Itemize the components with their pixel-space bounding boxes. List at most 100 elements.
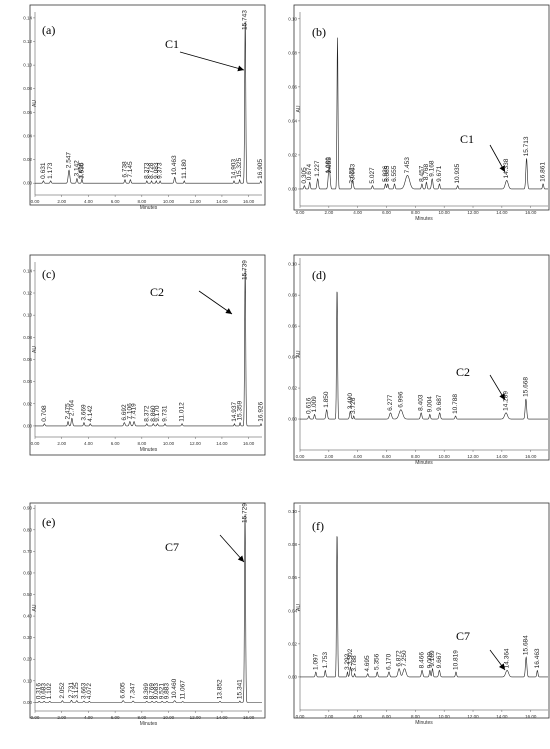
x-tick-label: 8.00 xyxy=(137,199,146,204)
peak-label: 14.937 xyxy=(231,401,238,421)
peak-label: 0.683 xyxy=(41,683,48,700)
y-tick-label: 0.14 xyxy=(23,15,32,20)
peak-label: 1.753 xyxy=(322,652,329,669)
peak-label: 10.460 xyxy=(171,678,178,698)
panel-border xyxy=(293,4,550,211)
y-tick-label: 0.04 xyxy=(288,118,297,123)
peak-label: 9.083 xyxy=(153,683,160,700)
peak-label: 0.316 xyxy=(36,683,43,700)
x-tick-label: 8.00 xyxy=(137,715,146,720)
peak-label: 0.305 xyxy=(301,167,308,184)
peak-label: 1.173 xyxy=(47,162,54,179)
x-tick-label: 0.00 xyxy=(296,714,305,719)
peak-label: 2.731 xyxy=(68,682,75,699)
x-tick-label: 4.00 xyxy=(84,441,93,446)
y-tick-label: 0.20 xyxy=(23,657,32,662)
peak-label: 0.616 xyxy=(305,397,312,414)
panel-border xyxy=(29,4,266,206)
chart-panel-e: 0.00 2.00 4.00 6.00 8.00 10.00 12.00 14.00 16.00… xyxy=(23,502,266,727)
chart-panel-a: 0.00 2.00 4.00 6.00 8.00 10.00 12.00 14.00 16.00… xyxy=(23,4,266,211)
x-tick-label: 12.00 xyxy=(190,441,202,446)
peak-label: 3.125 xyxy=(73,682,80,699)
x-tick-label: 2.00 xyxy=(324,210,333,215)
x-tick-label: 16.00 xyxy=(243,199,255,204)
peak-label: 7.419 xyxy=(131,403,138,420)
peak-label: 15.684 xyxy=(523,635,530,655)
x-tick-label: 2.00 xyxy=(57,715,66,720)
y-axis-label: AU xyxy=(296,105,302,112)
peak-label: 9.009 xyxy=(426,652,433,669)
compound-label: C1 xyxy=(460,132,474,146)
peak-label: 11.067 xyxy=(179,680,186,700)
y-tick-label: 0.08 xyxy=(23,335,32,340)
peak-label: 3.622 xyxy=(349,167,356,184)
y-tick-label: 0.10 xyxy=(23,678,32,683)
panel-border xyxy=(29,502,266,719)
peak-label: 9.083 xyxy=(153,162,160,179)
x-axis-label: Minutes xyxy=(140,205,158,211)
peak-label: 8.466 xyxy=(419,652,426,669)
x-tick-label: 10.00 xyxy=(163,715,175,720)
y-tick-label: 0.00 xyxy=(23,423,32,428)
y-axis-label: AU xyxy=(32,604,38,611)
y-tick-label: 0.12 xyxy=(23,291,32,296)
chromatogram-trace xyxy=(300,291,548,420)
y-tick-label: 0.60 xyxy=(23,570,32,575)
x-tick-label: 14.00 xyxy=(496,210,508,215)
peak-label: 5.027 xyxy=(369,167,376,184)
peak-label: 11.180 xyxy=(181,159,188,179)
peak-label: 5.926 xyxy=(382,165,389,182)
peak-label: 7.106 xyxy=(126,403,133,420)
x-tick-label: 14.00 xyxy=(496,454,508,459)
panel-label: (f) xyxy=(312,519,324,533)
peak-label: 9.731 xyxy=(161,405,168,422)
y-tick-label: 0.02 xyxy=(288,641,297,646)
peak-label: 6.555 xyxy=(391,165,398,182)
y-tick-label: 0.06 xyxy=(288,324,297,329)
y-axis-label: AU xyxy=(296,350,302,357)
x-tick-label: 6.00 xyxy=(111,199,120,204)
y-tick-label: 0.08 xyxy=(23,86,32,91)
peak-label: 2.764 xyxy=(68,400,75,417)
peak-label: 6.872 xyxy=(396,650,403,667)
y-tick-label: 0.00 xyxy=(288,417,297,422)
arrow-line xyxy=(198,290,233,315)
peak-label: 1.227 xyxy=(314,160,321,177)
peak-label: 14.289 xyxy=(503,391,510,411)
x-axis-label: Minutes xyxy=(415,720,433,726)
compound-label: C2 xyxy=(456,365,470,379)
compound-label: C7 xyxy=(456,629,470,643)
peak-label: 1.097 xyxy=(312,653,319,670)
x-tick-label: 2.00 xyxy=(57,199,66,204)
x-tick-label: 2.00 xyxy=(324,714,333,719)
x-tick-label: 0.00 xyxy=(31,441,40,446)
peak-label: 7.453 xyxy=(404,157,411,174)
peak-label: 15.359 xyxy=(237,400,244,420)
peak-label: 3.142 xyxy=(73,160,80,177)
peak-label: 2.475 xyxy=(65,403,72,420)
chromatogram-trace xyxy=(300,37,548,190)
peak-label: 3.663 xyxy=(80,682,87,699)
y-tick-label: 0.02 xyxy=(23,157,32,162)
peak-label: 6.277 xyxy=(387,394,394,411)
peak-label: 6.085 xyxy=(384,165,391,182)
x-tick-label: 10.00 xyxy=(439,210,451,215)
x-tick-label: 6.00 xyxy=(111,441,120,446)
x-tick-label: 10.00 xyxy=(439,714,451,719)
peak-label: 10.788 xyxy=(452,394,459,414)
x-axis-label: Minutes xyxy=(140,721,158,727)
y-tick-label: 0.10 xyxy=(288,509,297,514)
compound-label: C2 xyxy=(150,285,164,299)
peak-label: 9.687 xyxy=(436,394,443,411)
x-tick-label: 4.00 xyxy=(353,210,362,215)
chart-panel-d: 0.00 2.00 4.00 6.00 8.00 10.00 12.00 14.00 16.00… xyxy=(288,254,550,466)
y-tick-label: 0.10 xyxy=(288,262,297,267)
peak-label: 2.055 xyxy=(326,157,333,174)
y-tick-label: 0.06 xyxy=(23,110,32,115)
peak-label: 4.142 xyxy=(87,405,94,422)
peak-label: 0.674 xyxy=(306,164,313,181)
peak-label: 0.631 xyxy=(40,162,47,179)
chromatogram-trace xyxy=(35,21,263,184)
peak-label: 8.768 xyxy=(423,164,430,181)
arrow-head xyxy=(237,555,244,562)
